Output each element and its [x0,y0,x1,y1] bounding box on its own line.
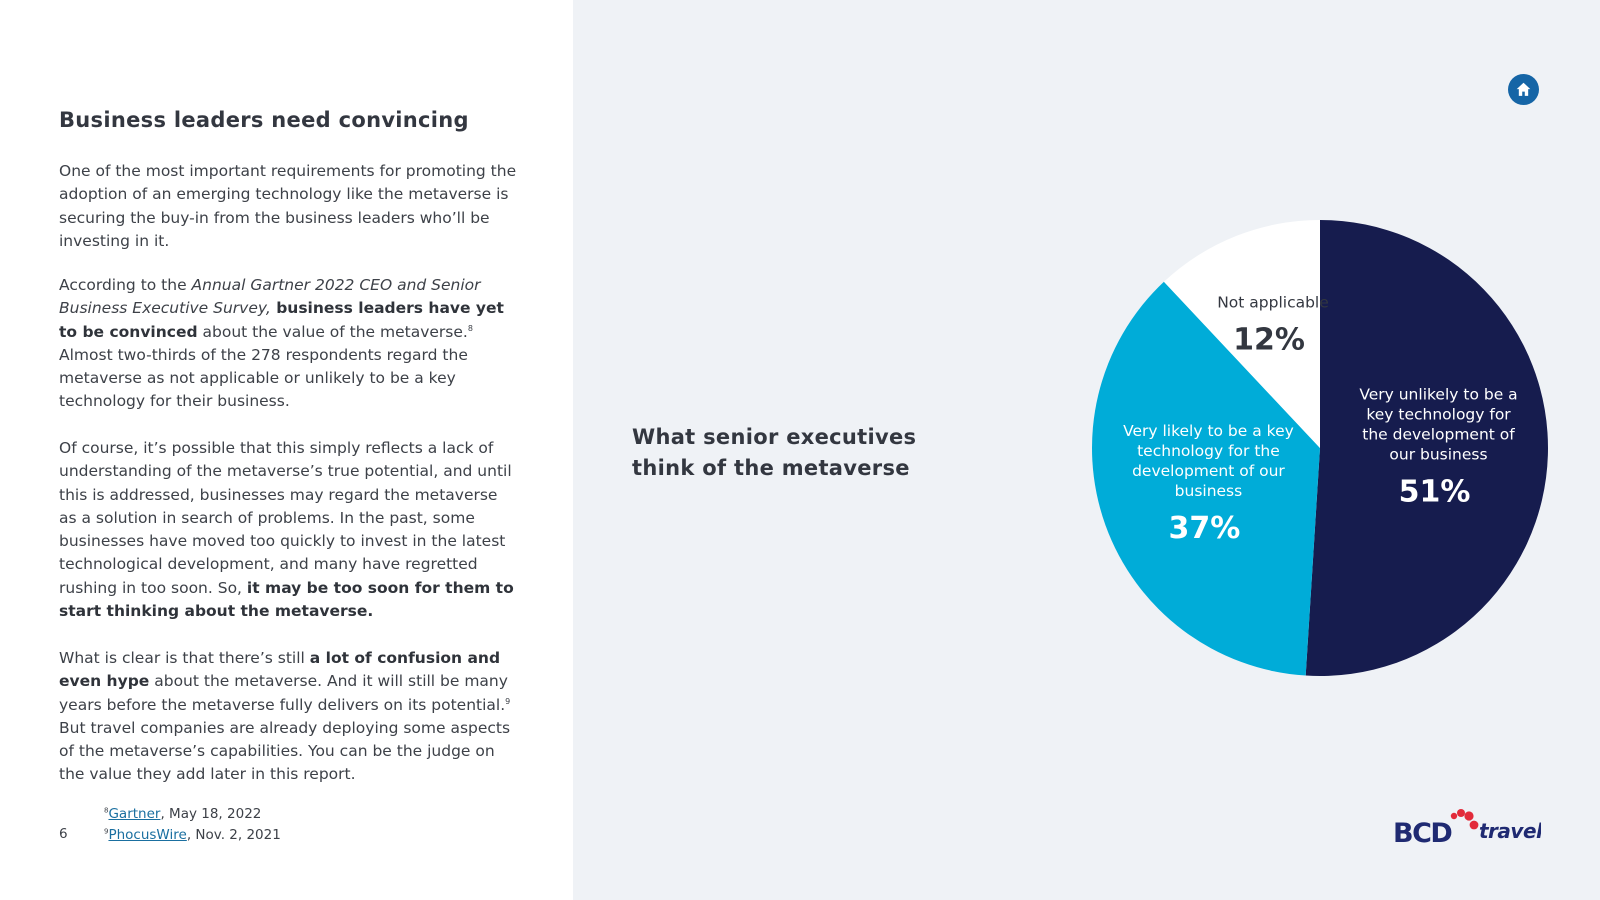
pie-slice-1 [1305,220,1549,676]
pie-slice-value-3: 12% [1233,322,1305,357]
pie-slice-value-2: 37% [1169,511,1241,546]
paragraph-3: Of course, it’s possible that this simpl… [59,439,514,621]
footnote-8: 8Gartner, May 18, 2022 [104,806,262,822]
left-panel [0,0,573,900]
paragraph-2: According to the Annual Gartner 2022 CEO… [59,276,504,411]
home-button[interactable] [1508,74,1539,105]
footnote-ref-9: 9 [505,696,511,706]
paragraph-1: One of the most important requirements f… [59,162,517,250]
footnotes: 8Gartner, May 18, 2022 9PhocusWire, Nov.… [104,804,281,846]
footnote-link-gartner[interactable]: Gartner [108,806,161,822]
page-title: Business leaders need convincing [59,108,469,132]
pie-chart: Very unlikely to be a key technology for t… [1092,220,1549,676]
pie-slice-3 [1163,220,1320,448]
footnote-9: 9PhocusWire, Nov. 2, 2021 [104,827,281,843]
page-number: 6 [59,826,68,842]
svg-text:BCD: BCD [1393,818,1451,846]
svg-text:travel: travel [1479,819,1541,843]
footnote-link-phocuswire[interactable]: PhocusWire [108,827,187,843]
bcd-travel-logo: BCD travel [1393,809,1541,846]
footnote-ref-8: 8 [467,323,473,333]
chart-title: What senior executives think of the meta… [632,425,917,480]
home-icon [1516,82,1531,96]
pie-slice-label-2: Very likely to be a key technology for th… [1123,422,1294,500]
pie-slice-value-1: 51% [1399,475,1471,510]
pie-slice-label-1: Very unlikely to be a key technology for t… [1359,386,1517,464]
paragraph-4: What is clear is that there’s still a lo… [59,649,511,784]
pie-slice-2 [1092,281,1320,676]
pie-slice-label-3: Not applicable [1217,293,1329,311]
